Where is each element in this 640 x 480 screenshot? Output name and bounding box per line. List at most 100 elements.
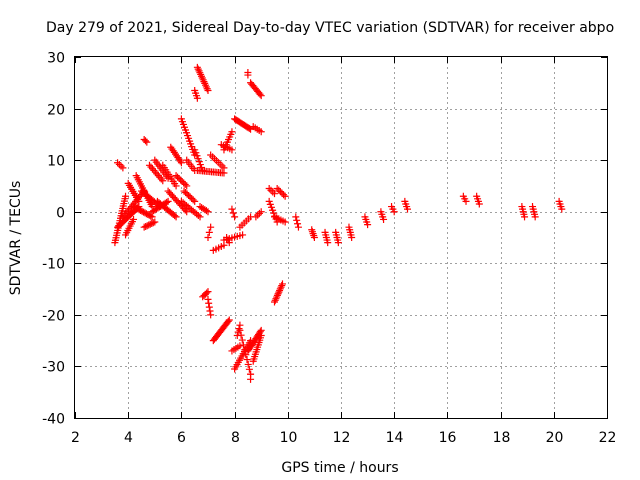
data-point (119, 164, 127, 172)
data-point (269, 206, 277, 214)
data-point (207, 223, 215, 231)
y-tick-label: -30 (42, 360, 65, 376)
data-point (148, 165, 156, 173)
data-point (266, 200, 274, 208)
data-point (159, 177, 167, 185)
data-point (238, 336, 246, 344)
data-point (228, 146, 236, 154)
x-tick-labels: 2 4 6 8 10 12 14 16 18 20 22 (71, 430, 616, 446)
data-point (115, 160, 123, 168)
y-tick-label: 10 (47, 154, 65, 170)
data-point (235, 325, 243, 333)
data-point (294, 223, 302, 231)
data-point (243, 356, 251, 364)
data-point (255, 209, 263, 217)
data-point (157, 175, 165, 183)
data-point (236, 342, 244, 350)
data-point (177, 159, 185, 167)
data-point (271, 190, 278, 198)
data-point (364, 221, 372, 229)
data-point (277, 283, 285, 291)
x-tick-label: 14 (386, 430, 404, 446)
x-axis-label: GPS time / hours (281, 460, 398, 476)
data-point (281, 218, 289, 226)
data-point (205, 303, 213, 311)
data-point (193, 94, 201, 102)
data-point (273, 293, 281, 301)
data-point (275, 288, 283, 296)
data-point (186, 193, 194, 201)
data-point (247, 370, 255, 378)
data-point (245, 124, 253, 132)
data-point (117, 162, 125, 170)
x-tick-label: 20 (546, 430, 564, 446)
data-point (204, 295, 212, 303)
data-point (196, 161, 204, 169)
data-point (151, 218, 159, 226)
data-point (192, 149, 200, 157)
data-point (141, 137, 149, 145)
data-point (274, 290, 282, 298)
data-point (171, 212, 179, 220)
data-point (257, 128, 265, 136)
data-point (122, 192, 130, 200)
data-point (206, 307, 214, 315)
data-point (237, 331, 245, 339)
data-point (193, 152, 201, 160)
data-point (257, 331, 265, 339)
x-tick-label: 2 (71, 430, 80, 446)
data-point (191, 146, 199, 154)
data-point (175, 175, 183, 183)
x-tick-label: 10 (280, 430, 298, 446)
data-point (265, 197, 273, 205)
x-tick-label: 6 (177, 430, 186, 446)
data-point (163, 198, 171, 206)
data-point (267, 186, 275, 194)
data-point (239, 231, 247, 239)
data-point (196, 213, 204, 221)
y-tick-label: -20 (42, 309, 65, 325)
data-point (154, 172, 162, 180)
data-point (143, 222, 151, 230)
data-point (236, 326, 244, 334)
data-points (111, 63, 566, 383)
data-point (183, 190, 191, 198)
data-point (183, 208, 191, 216)
data-point (273, 291, 281, 299)
x-tick-label: 16 (439, 430, 457, 446)
data-point (172, 182, 180, 190)
data-point (207, 311, 215, 319)
data-point (180, 179, 188, 187)
x-tick-label: 18 (493, 430, 511, 446)
data-point (276, 285, 284, 293)
data-point (531, 213, 539, 221)
data-point (276, 286, 284, 294)
data-point (272, 295, 280, 303)
x-tick-label: 12 (333, 430, 351, 446)
data-point (147, 163, 155, 171)
data-point (178, 178, 186, 186)
data-point (348, 234, 356, 241)
data-point (174, 173, 182, 181)
y-tick-label: 20 (47, 103, 65, 119)
y-tick-label: -40 (42, 412, 65, 428)
data-point (220, 164, 228, 172)
data-point (135, 197, 143, 205)
data-point (177, 176, 185, 184)
data-point (293, 216, 301, 224)
data-point (265, 185, 273, 193)
data-point (145, 161, 153, 169)
data-point (244, 360, 252, 368)
data-point (204, 87, 212, 95)
data-point (267, 203, 275, 211)
data-point (172, 172, 180, 180)
data-point (195, 158, 203, 166)
data-point (239, 341, 247, 349)
data-point (278, 282, 286, 290)
data-point (145, 221, 153, 229)
data-point (252, 213, 260, 221)
data-point (225, 316, 233, 324)
data-point (181, 180, 189, 188)
data-point (205, 228, 213, 236)
data-point (404, 205, 411, 213)
